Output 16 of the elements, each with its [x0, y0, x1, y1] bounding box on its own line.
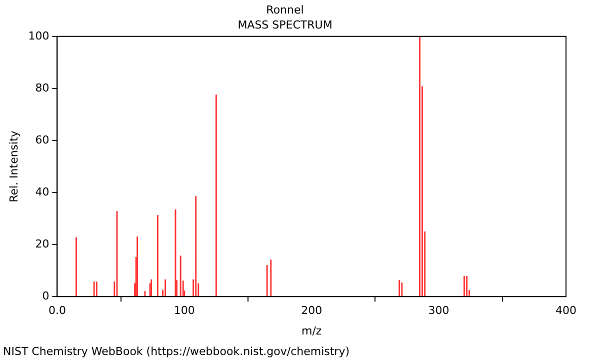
x-tick-label: 400 [556, 304, 576, 318]
y-tick-label: 40 [35, 185, 50, 198]
y-tick-label: 80 [35, 81, 50, 94]
chart-title: Ronnel [266, 3, 304, 16]
y-tick-label: 20 [35, 237, 50, 250]
x-tick-label: 300 [428, 304, 450, 318]
y-tick-label: 100 [28, 29, 50, 42]
y-tick-label: 0 [42, 289, 50, 302]
y-tick-label: 60 [35, 133, 50, 146]
x-tick-label: 200 [301, 304, 322, 318]
y-axis-title: Rel. Intensity [7, 130, 20, 202]
chart-subtitle: MASS SPECTRUM [238, 18, 332, 32]
text: NIST Chemistry WebBook (https://webbook.nist.gov/chemistry) [3, 345, 350, 358]
x-axis-title: m/z [301, 324, 322, 338]
x-tick-label: 0.0 [48, 304, 66, 318]
x-tick-label: 100 [174, 304, 195, 318]
